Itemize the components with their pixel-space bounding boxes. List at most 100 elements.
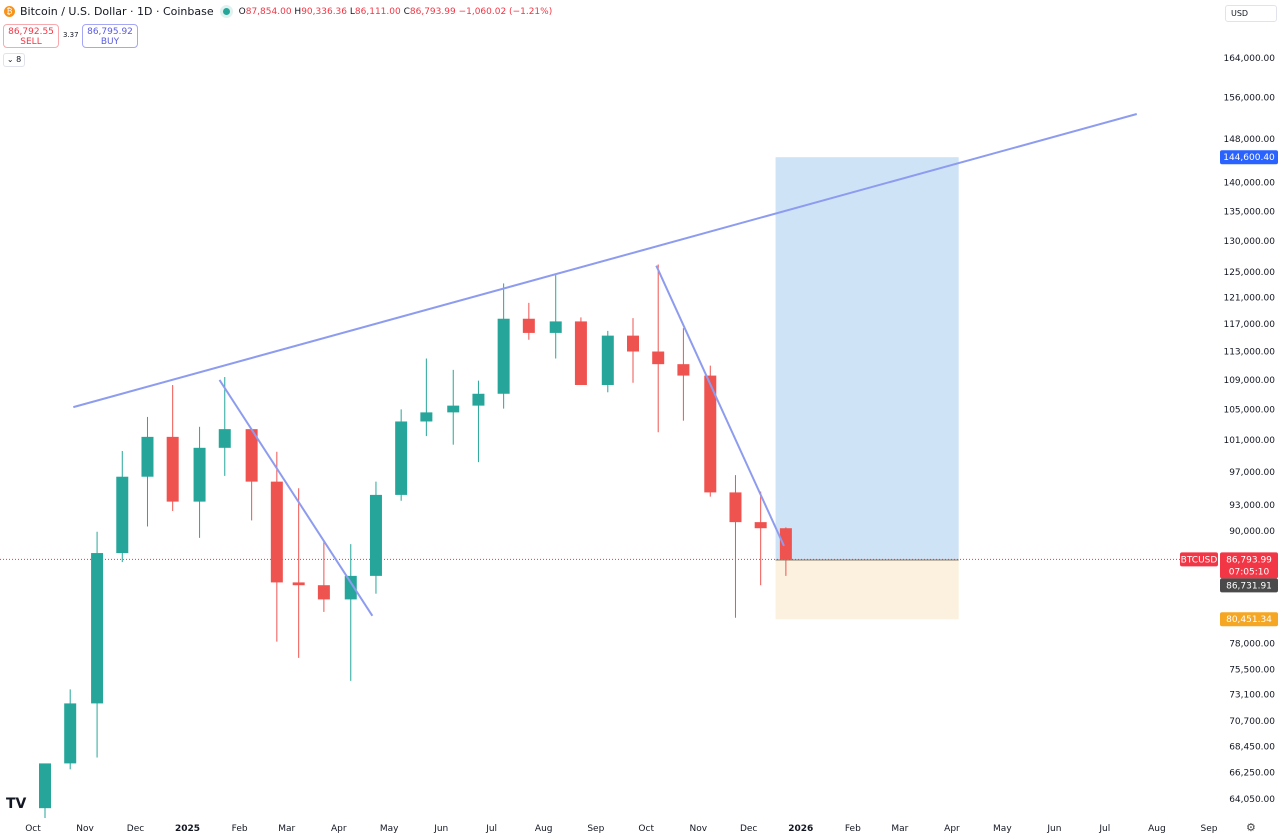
y-tick-label: 90,000.00 xyxy=(1229,527,1275,537)
x-tick-label: Nov xyxy=(76,824,94,834)
candle-body xyxy=(601,335,614,385)
last-price-tag: 86,793.99 xyxy=(1226,555,1272,565)
x-tick-label: Jul xyxy=(1098,824,1110,834)
y-tick-label: 164,000.00 xyxy=(1223,54,1275,64)
last-price-tag-bg xyxy=(1220,552,1278,579)
x-tick-label: Apr xyxy=(944,824,960,834)
chart-header: ₿ Bitcoin / U.S. Dollar · 1D · Coinbase … xyxy=(4,5,552,18)
y-tick-label: 148,000.00 xyxy=(1223,135,1275,145)
candle-body xyxy=(91,553,104,704)
y-tick-label: 140,000.00 xyxy=(1223,179,1275,189)
x-tick-label: Aug xyxy=(535,824,553,834)
candle-body xyxy=(704,375,717,493)
candle-body xyxy=(39,763,51,809)
candle-body xyxy=(116,476,129,554)
x-tick-label: May xyxy=(993,824,1012,834)
y-tick-label: 70,700.00 xyxy=(1229,717,1275,727)
candle-body xyxy=(292,582,305,586)
x-tick-label: Sep xyxy=(1201,824,1218,834)
sell-button[interactable]: 86,792.55 SELL xyxy=(3,24,59,48)
y-tick-label: 101,000.00 xyxy=(1223,436,1275,446)
y-tick-label: 109,000.00 xyxy=(1223,376,1275,386)
candle-body xyxy=(245,429,258,482)
x-tick-label: Jun xyxy=(1046,824,1061,834)
candle-body xyxy=(369,494,382,576)
y-tick-label: 64,050.00 xyxy=(1229,795,1275,805)
y-tick-label: 135,000.00 xyxy=(1223,207,1275,217)
stop-price-tag: 80,451.34 xyxy=(1226,615,1272,625)
candle-body xyxy=(270,481,283,583)
candle-body xyxy=(64,703,77,764)
target-price-tag: 144,600.40 xyxy=(1223,153,1275,163)
tradingview-logo[interactable]: TV xyxy=(6,796,27,812)
market-status-icon xyxy=(222,8,230,15)
candle-body xyxy=(166,436,179,502)
y-tick-label: 156,000.00 xyxy=(1223,93,1275,103)
x-tick-label: Aug xyxy=(1148,824,1166,834)
x-tick-label: Sep xyxy=(587,824,604,834)
x-tick-label: Mar xyxy=(278,824,295,834)
y-tick-label: 117,000.00 xyxy=(1223,320,1275,330)
trendline xyxy=(73,113,1138,409)
ohlc-values: O87,854.00 H90,336.36 L86,111.00 C86,793… xyxy=(238,6,553,17)
candle-body xyxy=(193,447,206,502)
position-stop-zone xyxy=(775,559,959,620)
x-tick-label: May xyxy=(380,824,399,834)
candle-body xyxy=(395,421,408,495)
candle-body xyxy=(779,528,792,560)
x-tick-label: 2026 xyxy=(788,824,813,834)
y-tick-label: 75,500.00 xyxy=(1229,665,1275,675)
symbol-price-tag-bg xyxy=(1180,552,1218,567)
y-tick-label: 73,100.00 xyxy=(1229,691,1275,701)
y-tick-label: 78,000.00 xyxy=(1229,640,1275,650)
candle-body xyxy=(317,585,330,600)
x-tick-label: Dec xyxy=(127,824,144,834)
buy-button[interactable]: 86,795.92 BUY xyxy=(82,24,138,48)
candle-body xyxy=(420,412,433,422)
symbol-price-tag: BTCUSD xyxy=(1181,555,1218,565)
bitcoin-icon: ₿ xyxy=(4,6,15,17)
plot-area xyxy=(0,113,1215,818)
candle-body xyxy=(754,522,767,529)
candle-body xyxy=(472,393,485,406)
x-tick-label: Feb xyxy=(232,824,248,834)
candle-body xyxy=(677,364,690,376)
target-price-tag-bg xyxy=(1220,150,1278,165)
candle-body xyxy=(549,321,562,333)
position-target-zone xyxy=(775,157,959,560)
stop-price-tag-bg xyxy=(1220,612,1278,627)
y-tick-label: 121,000.00 xyxy=(1223,294,1275,304)
x-tick-label: Mar xyxy=(891,824,908,834)
y-tick-label: 125,000.00 xyxy=(1223,268,1275,278)
candle-body xyxy=(652,351,665,365)
countdown-tag: 07:05:10 xyxy=(1229,567,1270,577)
candle-body xyxy=(729,492,742,523)
x-tick-label: Dec xyxy=(740,824,757,834)
y-tick-label: 93,000.00 xyxy=(1229,501,1275,511)
settings-icon[interactable]: ⚙ xyxy=(1246,821,1256,834)
trendline xyxy=(218,379,374,617)
y-tick-label: 105,000.00 xyxy=(1223,405,1275,415)
candle-body xyxy=(497,318,510,394)
candle-body xyxy=(344,575,357,600)
candle-body xyxy=(141,436,154,477)
currency-select[interactable]: USD xyxy=(1225,5,1277,22)
x-tick-label: Oct xyxy=(638,824,654,834)
y-tick-label: 130,000.00 xyxy=(1223,237,1275,247)
indicators-toggle[interactable]: ⌄ 8 xyxy=(3,53,25,67)
symbol-title[interactable]: Bitcoin / U.S. Dollar · 1D · Coinbase xyxy=(20,5,214,18)
x-tick-label: Apr xyxy=(331,824,347,834)
candle-body xyxy=(627,335,639,352)
x-tick-label: Jun xyxy=(433,824,448,834)
y-tick-label: 97,000.00 xyxy=(1229,468,1275,478)
x-tick-label: 2025 xyxy=(175,824,200,834)
x-tick-label: Feb xyxy=(845,824,861,834)
candle-body xyxy=(447,405,460,413)
candle-body xyxy=(574,321,587,385)
entry-price-tag-bg xyxy=(1220,578,1278,593)
x-tick-label: Nov xyxy=(689,824,707,834)
trendline xyxy=(655,265,785,547)
entry-price-tag: 86,731.91 xyxy=(1226,581,1272,591)
candle-body xyxy=(218,429,231,448)
